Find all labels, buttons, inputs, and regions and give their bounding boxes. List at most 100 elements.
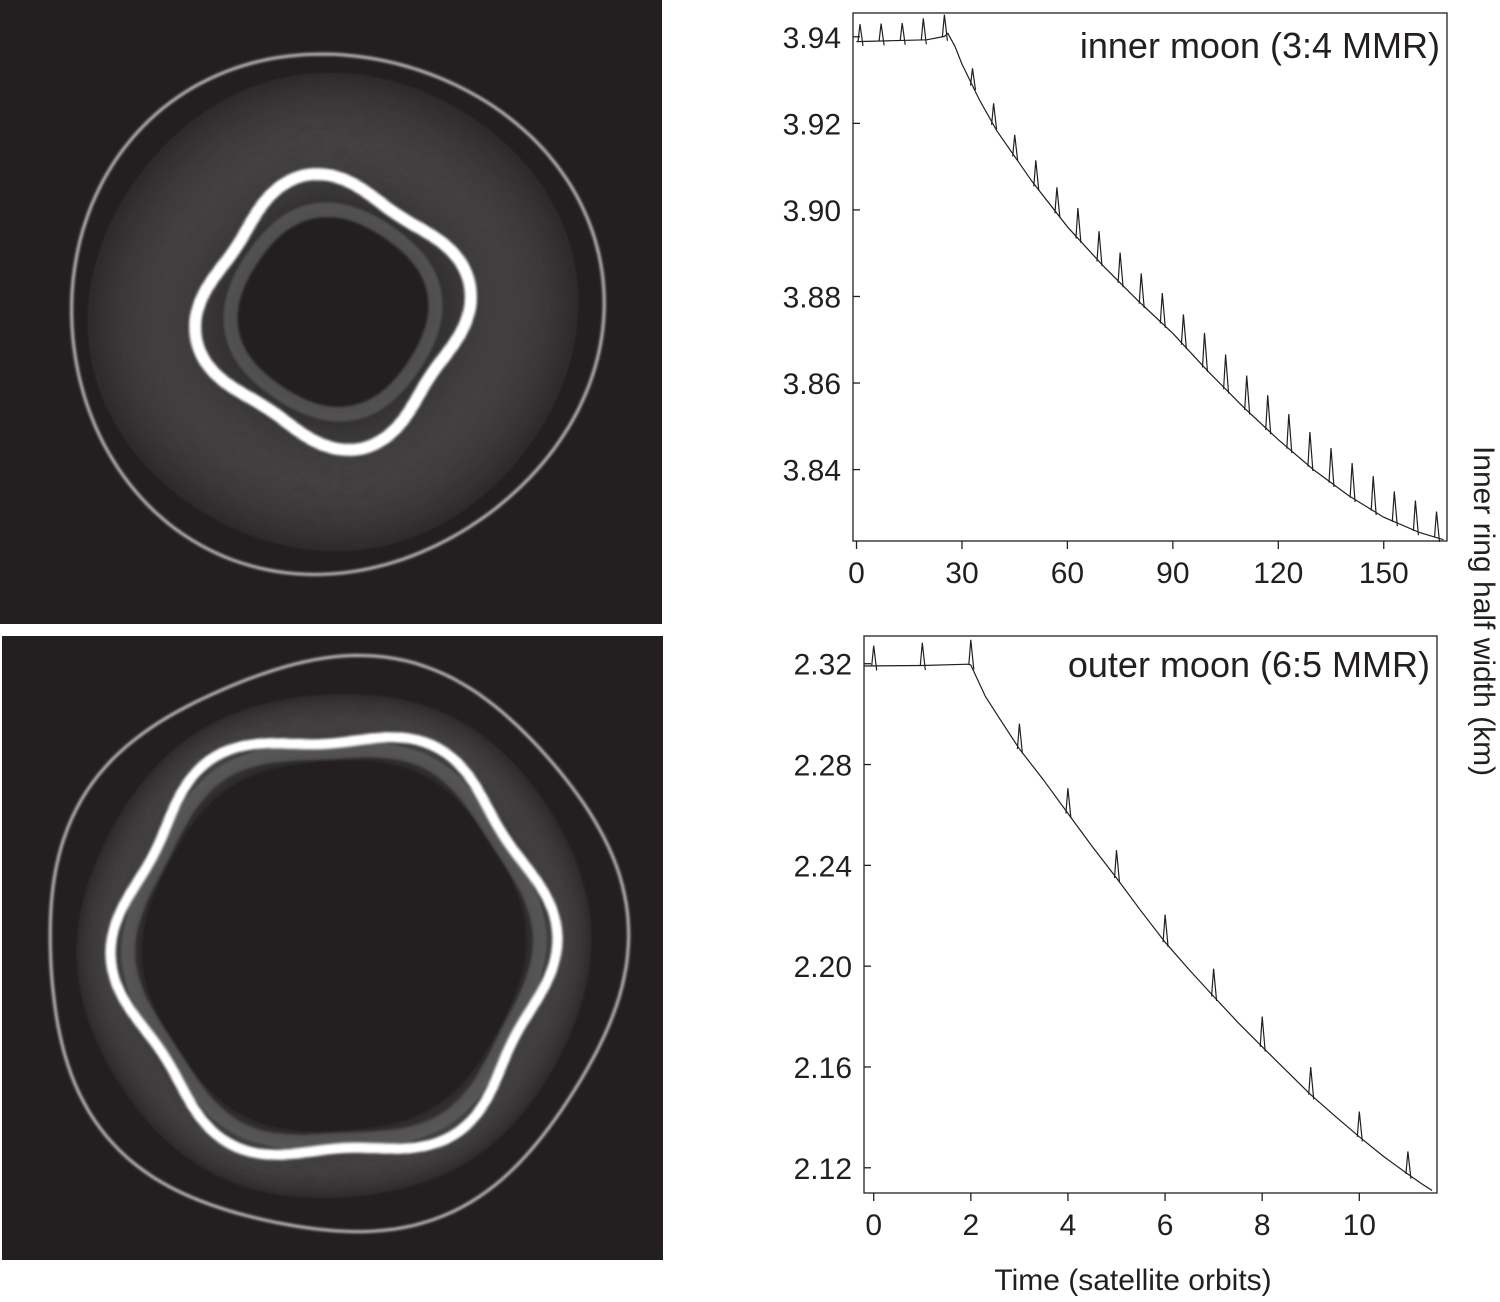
ring-band-stroke: [100, 85, 566, 539]
spike-mark: [991, 103, 998, 130]
spike-mark: [920, 18, 927, 45]
inner-moon-series-line: [856, 32, 1444, 541]
outer-moon-spikes: [871, 639, 1412, 1179]
ring-band-stroke: [185, 168, 481, 456]
spike-mark: [1328, 447, 1335, 488]
outer-moon-series-line: [863, 663, 1433, 1192]
y-tick-label: 3.94: [783, 22, 841, 55]
inner-moon-chart-title: inner moon (3:4 MMR): [1080, 25, 1440, 66]
y-tick-label: 3.92: [783, 108, 841, 141]
ring-band-stroke: [91, 76, 575, 548]
ring-band-stroke: [130, 114, 536, 510]
outer-moon-y-axis: 2.12 2.16 2.20 2.24 2.28 2.32: [794, 649, 871, 1186]
inner-moon-y-axis: 3.84 3.86 3.88 3.90 3.92 3.94: [783, 22, 860, 488]
ring-band-stroke: [167, 150, 499, 474]
ring-band-stroke: [115, 100, 551, 524]
ring-band-stroke: [97, 716, 571, 1176]
outer-ring: [70, 52, 606, 577]
spike-mark: [1433, 511, 1441, 543]
spike-mark: [919, 642, 926, 671]
resonant-ring: [105, 732, 563, 1160]
outer-moon-chart: 2.12 2.16 2.20 2.24 2.28 2.32 0 2 4 6 8 10 outer m…: [794, 635, 1438, 1242]
ring-band-stroke: [173, 156, 493, 468]
inner-moon-ring-image: [0, 0, 662, 624]
ring-band-stroke: [136, 120, 530, 504]
spike-mark: [1211, 968, 1218, 1002]
spike-mark: [969, 68, 977, 91]
ring-band-stroke: [176, 159, 490, 465]
x-tick-label: 0: [848, 557, 865, 590]
ring-band-stroke: [149, 132, 517, 492]
ring-band-stroke: [83, 700, 585, 1192]
ring-band-stroke: [133, 117, 533, 507]
y-axis-title: Inner ring half width (km): [1467, 446, 1500, 776]
y-tick-label: 3.86: [783, 368, 841, 401]
spike-mark: [1349, 463, 1356, 503]
x-tick-label: 2: [962, 1209, 979, 1242]
ring-band-stroke: [97, 82, 569, 542]
ring-band-stroke: [118, 103, 548, 521]
ring-band-stroke: [139, 758, 529, 1134]
x-tick-label: 90: [1156, 557, 1189, 590]
x-tick-label: 120: [1253, 557, 1303, 590]
y-tick-label: 2.32: [794, 649, 852, 682]
inner-moon-chart: 3.84 3.86 3.88 3.90 3.92 3.94 0 30 60 90 120 150 i…: [783, 12, 1448, 590]
x-axis-title: Time (satellite orbits): [994, 1264, 1271, 1297]
spike-mark: [899, 23, 906, 45]
ring-band-stroke: [158, 141, 508, 483]
spike-mark: [1065, 788, 1072, 819]
spike-mark: [1244, 375, 1251, 415]
outer-moon-plot-frame: [863, 635, 1438, 1194]
spike-mark: [1307, 431, 1314, 472]
y-tick-label: 2.12: [794, 1153, 852, 1186]
ring-band-stroke: [88, 73, 578, 551]
x-tick-label: 150: [1359, 557, 1409, 590]
ring-band-stroke: [109, 94, 557, 530]
ring-band-stroke: [77, 694, 591, 1198]
inner-moon-plot-frame: [852, 12, 1448, 542]
ring-band-stroke: [145, 129, 521, 495]
ring-band-stroke: [112, 97, 554, 527]
outer-moon-ring-image: [2, 636, 663, 1260]
ring-band-stroke: [179, 162, 487, 462]
spike-mark: [1405, 1151, 1412, 1179]
x-tick-label: 6: [1157, 1209, 1174, 1242]
ring-band-stroke: [219, 200, 447, 424]
ring-band-stroke: [103, 88, 563, 536]
x-tick-label: 8: [1254, 1209, 1271, 1242]
spike-mark: [1265, 395, 1272, 435]
spike-mark: [871, 645, 878, 671]
y-tick-label: 2.24: [794, 850, 852, 883]
ring-band-stroke: [115, 734, 553, 1158]
ring-band-stroke: [182, 165, 484, 459]
spike-mark: [857, 24, 864, 46]
spike-mark: [1016, 723, 1023, 754]
ring-band-stroke: [94, 79, 572, 545]
ring-band-stroke: [188, 171, 478, 453]
ring-band-stroke: [124, 108, 542, 516]
ring-band-stroke: [136, 755, 532, 1137]
spike-mark: [1356, 1111, 1363, 1142]
spike-mark: [1412, 500, 1419, 536]
y-tick-label: 2.16: [794, 1052, 852, 1085]
ring-band-stroke: [86, 703, 582, 1189]
y-tick-label: 3.84: [783, 455, 841, 488]
spike-mark: [1259, 1016, 1266, 1052]
spike-mark: [1054, 187, 1061, 218]
ring-band-stroke: [170, 153, 496, 471]
resonant-ring: [189, 168, 477, 456]
spike-mark: [1159, 293, 1166, 328]
ring-band-stroke: [89, 707, 579, 1185]
ring-band-stroke: [139, 123, 527, 501]
x-tick-label: 4: [1060, 1209, 1077, 1242]
spike-mark: [1308, 1066, 1315, 1100]
ring-band-stroke: [155, 138, 511, 486]
ring-band-stroke: [92, 710, 576, 1182]
outer-moon-x-axis: 0 2 4 6 8 10: [865, 1193, 1376, 1242]
spike-mark: [1075, 208, 1082, 243]
ring-band-stroke: [94, 712, 574, 1180]
inner-ring: [121, 743, 547, 1149]
spike-mark: [1286, 414, 1293, 454]
ring-band-stroke: [121, 106, 545, 518]
